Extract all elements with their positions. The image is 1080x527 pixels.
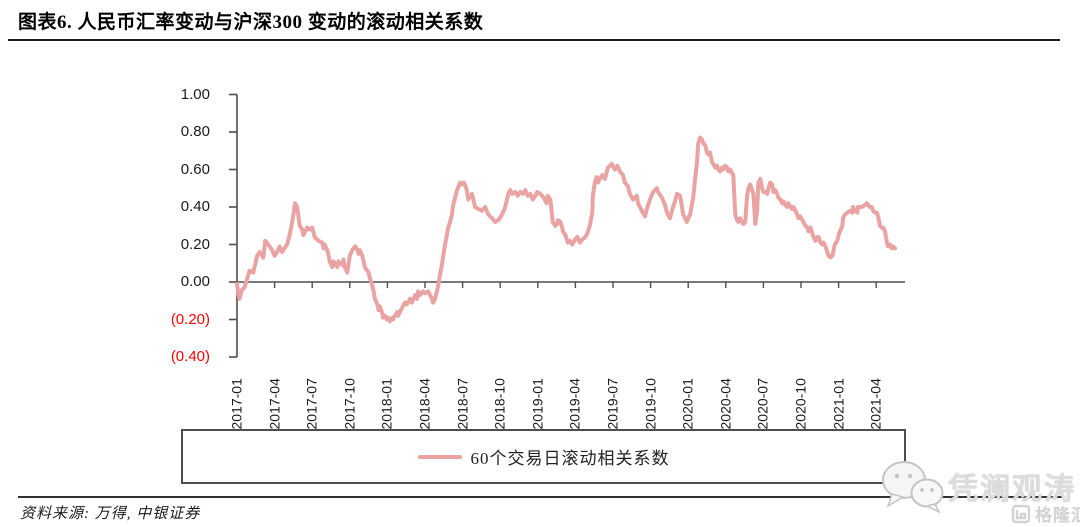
legend-box: 60个交易日滚动相关系数 [181,429,906,484]
page-title: 图表6. 人民币汇率变动与沪深300 变动的滚动相关系数 [18,12,484,33]
x-axis-tick-label: 2021-04 [867,378,884,430]
brand-watermark: 凭澜观涛 [948,473,1076,506]
x-axis-tick-label: 2017-04 [266,378,283,430]
x-axis-tick-label: 2020-07 [754,378,771,430]
x-axis-tick-label: 2017-10 [341,378,358,430]
legend-line-swatch [417,454,462,459]
gelonghui-logo: 格隆汇 [1010,501,1080,526]
gelonghui-logo-text: 格隆汇 [1035,506,1080,525]
x-axis-tick-label: 2019-10 [642,378,659,430]
y-axis-tick-label: 1.00 [180,85,210,103]
y-axis-tick-label: 0.80 [180,123,210,140]
y-axis-tick-label: 0.00 [180,273,210,290]
x-axis-tick-label: 2017-07 [303,378,320,430]
x-axis-tick-label: 2017-01 [228,378,245,430]
x-axis-tick-label: 2019-07 [604,378,621,430]
source-divider [18,496,1062,498]
y-axis-tick-label: 0.40 [180,198,210,215]
x-axis-tick-label: 2018-04 [416,378,433,430]
x-axis-tick-label: 2021-01 [830,378,847,430]
x-axis-tick-label: 2020-10 [792,378,809,430]
x-axis-tick-label: 2018-01 [378,378,395,430]
x-axis-tick-label: 2020-04 [717,378,734,430]
y-axis-tick-label: (0.20) [170,310,210,328]
gelonghui-g-icon [1011,504,1031,523]
wechat-icon [882,461,944,514]
y-axis-tick-label: 0.60 [180,160,210,178]
x-axis-tick-label: 2018-10 [491,378,508,430]
title-divider [8,39,1060,41]
y-axis-tick-label: 0.20 [180,235,210,253]
x-axis-tick-label: 2019-04 [566,378,583,430]
legend-label: 60个交易日滚动相关系数 [470,449,670,468]
x-axis-tick-label: 2020-01 [679,378,696,430]
source-text: 资料来源: 万得, 中银证券 [20,506,201,522]
x-axis-tick-label: 2018-07 [454,378,471,430]
x-axis-tick-label: 2019-01 [529,378,546,430]
correlation-line [235,135,897,324]
y-axis-tick-label: (0.40) [170,348,210,365]
